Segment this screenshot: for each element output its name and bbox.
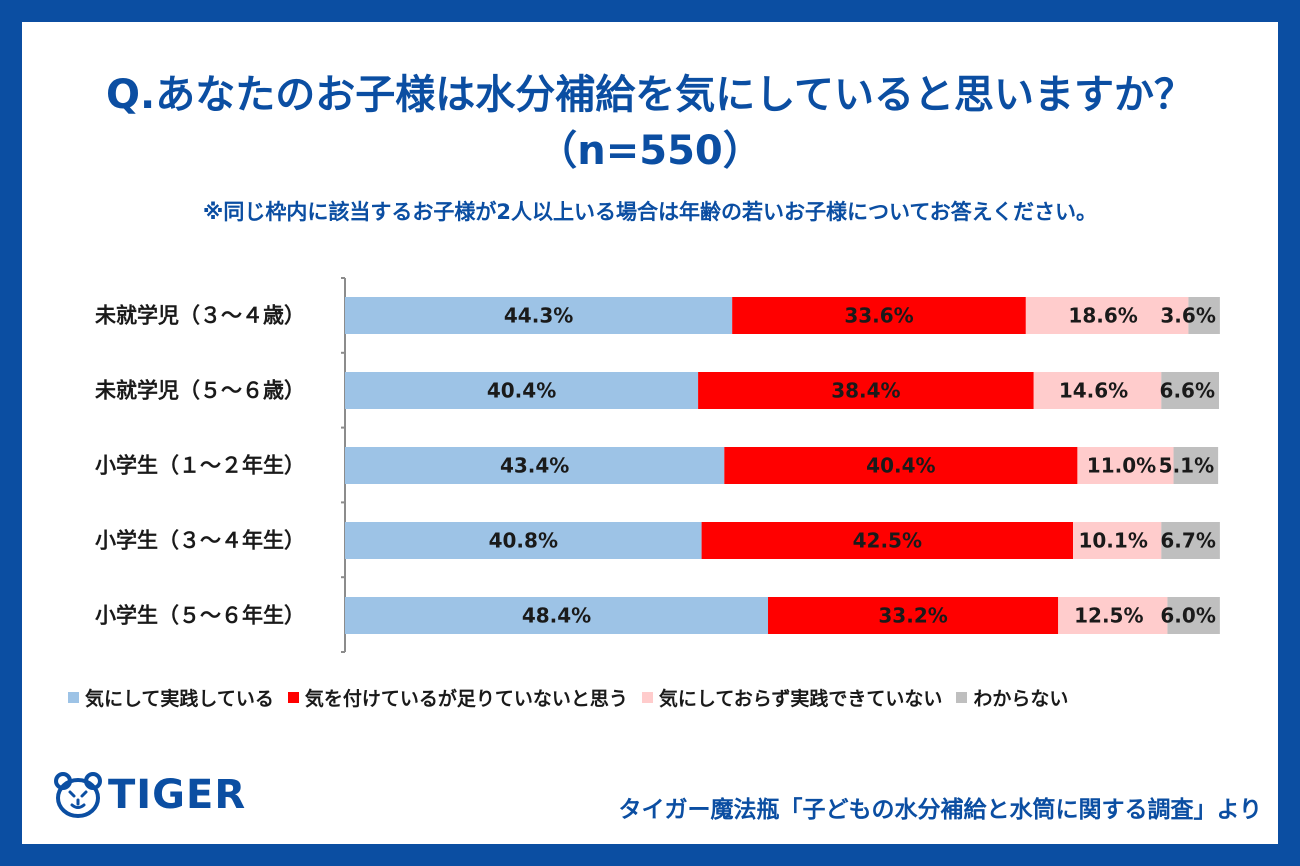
legend-item: 気にして実践している bbox=[68, 684, 274, 711]
data-label: 5.1% bbox=[1159, 454, 1214, 478]
legend-item: 気を付けているが足りていないと思う bbox=[287, 684, 628, 711]
card-background bbox=[22, 22, 1278, 844]
category-label: 小学生（３～４年生） bbox=[95, 529, 305, 553]
data-label: 44.3% bbox=[504, 304, 573, 328]
bar-segment bbox=[345, 522, 702, 559]
bar-segment bbox=[724, 447, 1078, 484]
category-label: 未就学児（３～４歳） bbox=[95, 304, 305, 328]
bar-segment bbox=[345, 297, 733, 334]
tiger-face-icon bbox=[54, 772, 102, 818]
data-label: 42.5% bbox=[853, 529, 922, 553]
data-label: 40.4% bbox=[487, 379, 556, 403]
data-label: 11.0% bbox=[1087, 454, 1156, 478]
category-label: 小学生（１～２年生） bbox=[95, 454, 305, 478]
category-label: 小学生（５～６年生） bbox=[95, 604, 305, 628]
legend-swatch bbox=[287, 692, 299, 703]
bar-segment bbox=[345, 597, 769, 634]
bar-segment bbox=[768, 597, 1059, 634]
data-label: 33.6% bbox=[844, 304, 913, 328]
data-label: 43.4% bbox=[500, 454, 569, 478]
bar-segment bbox=[1073, 522, 1162, 559]
bar-segment bbox=[345, 372, 699, 409]
data-label: 40.4% bbox=[866, 454, 935, 478]
data-label: 10.1% bbox=[1078, 529, 1147, 553]
data-label: 33.2% bbox=[878, 604, 947, 628]
data-label: 18.6% bbox=[1068, 304, 1137, 328]
bar-segment bbox=[1167, 597, 1220, 634]
bar-segment bbox=[345, 447, 725, 484]
data-label: 40.8% bbox=[489, 529, 558, 553]
data-label: 6.6% bbox=[1160, 379, 1215, 403]
bar-segment bbox=[1173, 447, 1219, 484]
data-label: 14.6% bbox=[1059, 379, 1128, 403]
bar-segment bbox=[1033, 372, 1162, 409]
legend-swatch bbox=[641, 692, 653, 703]
legend-label: 気にして実践している bbox=[85, 688, 274, 710]
legend-label: 気を付けているが足りていないと思う bbox=[304, 688, 628, 710]
bar-segment bbox=[1161, 372, 1219, 409]
tiger-logo: TIGER bbox=[54, 772, 246, 818]
chart-note: ※同じ枠内に該当するお子様が2人以上いる場合は年齢の若いお子様についてお答えくだ… bbox=[202, 200, 1098, 224]
bar-segment bbox=[1025, 297, 1189, 334]
legend-label: わからない bbox=[973, 688, 1069, 710]
legend-swatch bbox=[68, 692, 79, 703]
bar-segment bbox=[1058, 597, 1168, 634]
legend-item: 気にしておらず実践できていない bbox=[641, 684, 943, 711]
data-label: 3.6% bbox=[1160, 304, 1215, 328]
bar-segment bbox=[701, 522, 1074, 559]
bar-segment bbox=[1077, 447, 1174, 484]
legend-item: わからない bbox=[956, 684, 1068, 711]
legend: 気にして実践している 気を付けているが足りていないと思う 気にしておらず実践できてい… bbox=[68, 684, 1082, 711]
data-label: 6.0% bbox=[1160, 604, 1215, 628]
data-label: 48.4% bbox=[522, 604, 591, 628]
legend-swatch bbox=[956, 692, 968, 703]
bar-segment bbox=[698, 372, 1034, 409]
source-credit: タイガー魔法瓶「子どもの水分補給と水筒に関する調査」より bbox=[618, 797, 1262, 823]
chart-sample-size: （n=550） bbox=[537, 128, 763, 174]
category-label: 未就学児（５～６歳） bbox=[95, 379, 305, 403]
data-label: 38.4% bbox=[831, 379, 900, 403]
data-label: 6.7% bbox=[1160, 529, 1215, 553]
bar-segment bbox=[732, 297, 1026, 334]
chart-title: Q.あなたのお子様は水分補給を気にしていると思いますか？ bbox=[106, 72, 1194, 118]
bar-segment bbox=[1161, 522, 1220, 559]
bar-segment bbox=[1188, 297, 1220, 334]
data-label: 12.5% bbox=[1074, 604, 1143, 628]
legend-label: 気にしておらず実践できていない bbox=[658, 688, 943, 710]
logo-wordmark: TIGER bbox=[108, 772, 247, 818]
